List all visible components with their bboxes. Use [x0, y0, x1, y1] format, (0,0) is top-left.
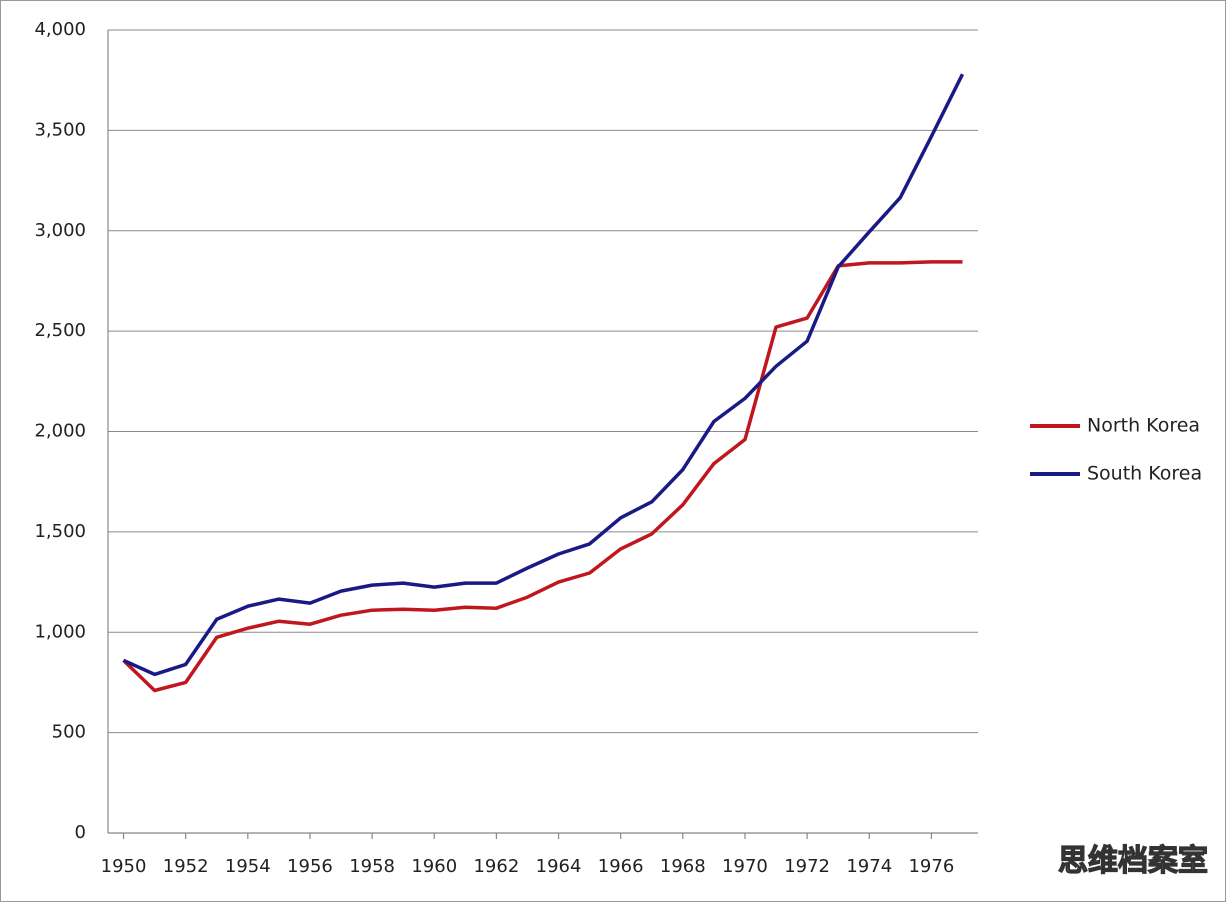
x-tick-label: 1970 — [722, 856, 768, 877]
y-tick-label: 1,500 — [34, 521, 86, 542]
x-tick-label: 1968 — [660, 856, 706, 877]
x-tick-label: 1958 — [349, 856, 395, 877]
x-tick-label: 1950 — [101, 856, 147, 877]
x-tick-label: 1952 — [163, 856, 209, 877]
y-tick-label: 3,500 — [34, 119, 86, 140]
legend-label: South Korea — [1087, 463, 1202, 485]
y-tick-label: 2,000 — [34, 421, 86, 442]
x-tick-label: 1960 — [411, 856, 457, 877]
y-tick-label: 3,000 — [34, 220, 86, 241]
watermark: 思维档案室 — [1058, 844, 1208, 879]
x-tick-label: 1972 — [784, 856, 830, 877]
legend-label: North Korea — [1087, 415, 1200, 437]
y-tick-label: 1,000 — [34, 621, 86, 642]
y-tick-label: 500 — [52, 722, 86, 743]
x-tick-label: 1964 — [536, 856, 582, 877]
y-tick-label: 4,000 — [34, 19, 86, 40]
x-tick-label: 1974 — [846, 856, 892, 877]
x-tick-label: 1966 — [598, 856, 644, 877]
x-tick-label: 1976 — [908, 856, 954, 877]
y-tick-label: 2,500 — [34, 320, 86, 341]
x-tick-label: 1954 — [225, 856, 271, 877]
x-tick-label: 1962 — [473, 856, 519, 877]
y-tick-label: 0 — [75, 822, 86, 843]
x-tick-label: 1956 — [287, 856, 333, 877]
series-line — [122, 73, 965, 677]
series-line — [122, 260, 963, 693]
